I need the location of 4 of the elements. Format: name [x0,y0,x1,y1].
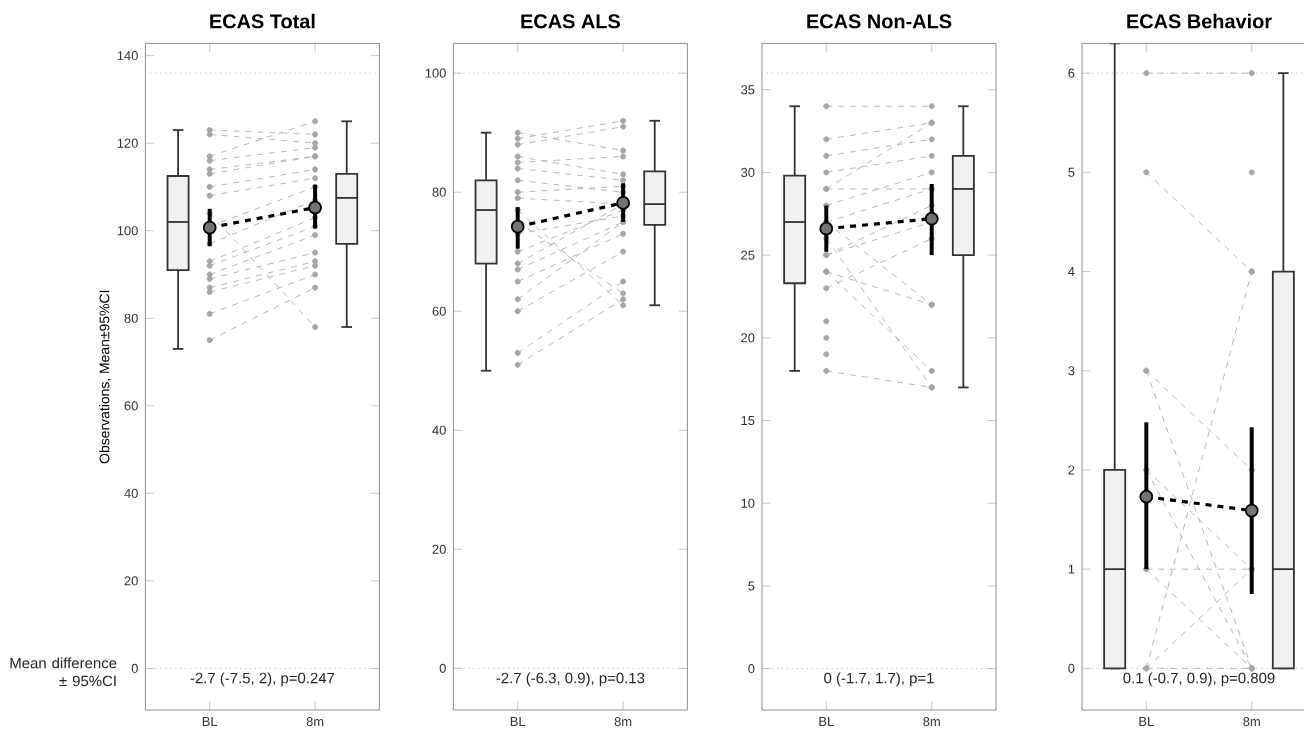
chart-title: ECAS ALS [521,14,620,29]
chart-title: ECAS Non-ALS [807,14,952,29]
chart-title: ECAS Behavior [1127,13,1272,29]
chart-title: ECAS Total [210,13,315,29]
